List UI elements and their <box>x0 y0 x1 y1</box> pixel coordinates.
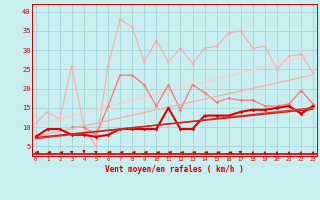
X-axis label: Vent moyen/en rafales ( km/h ): Vent moyen/en rafales ( km/h ) <box>105 165 244 174</box>
